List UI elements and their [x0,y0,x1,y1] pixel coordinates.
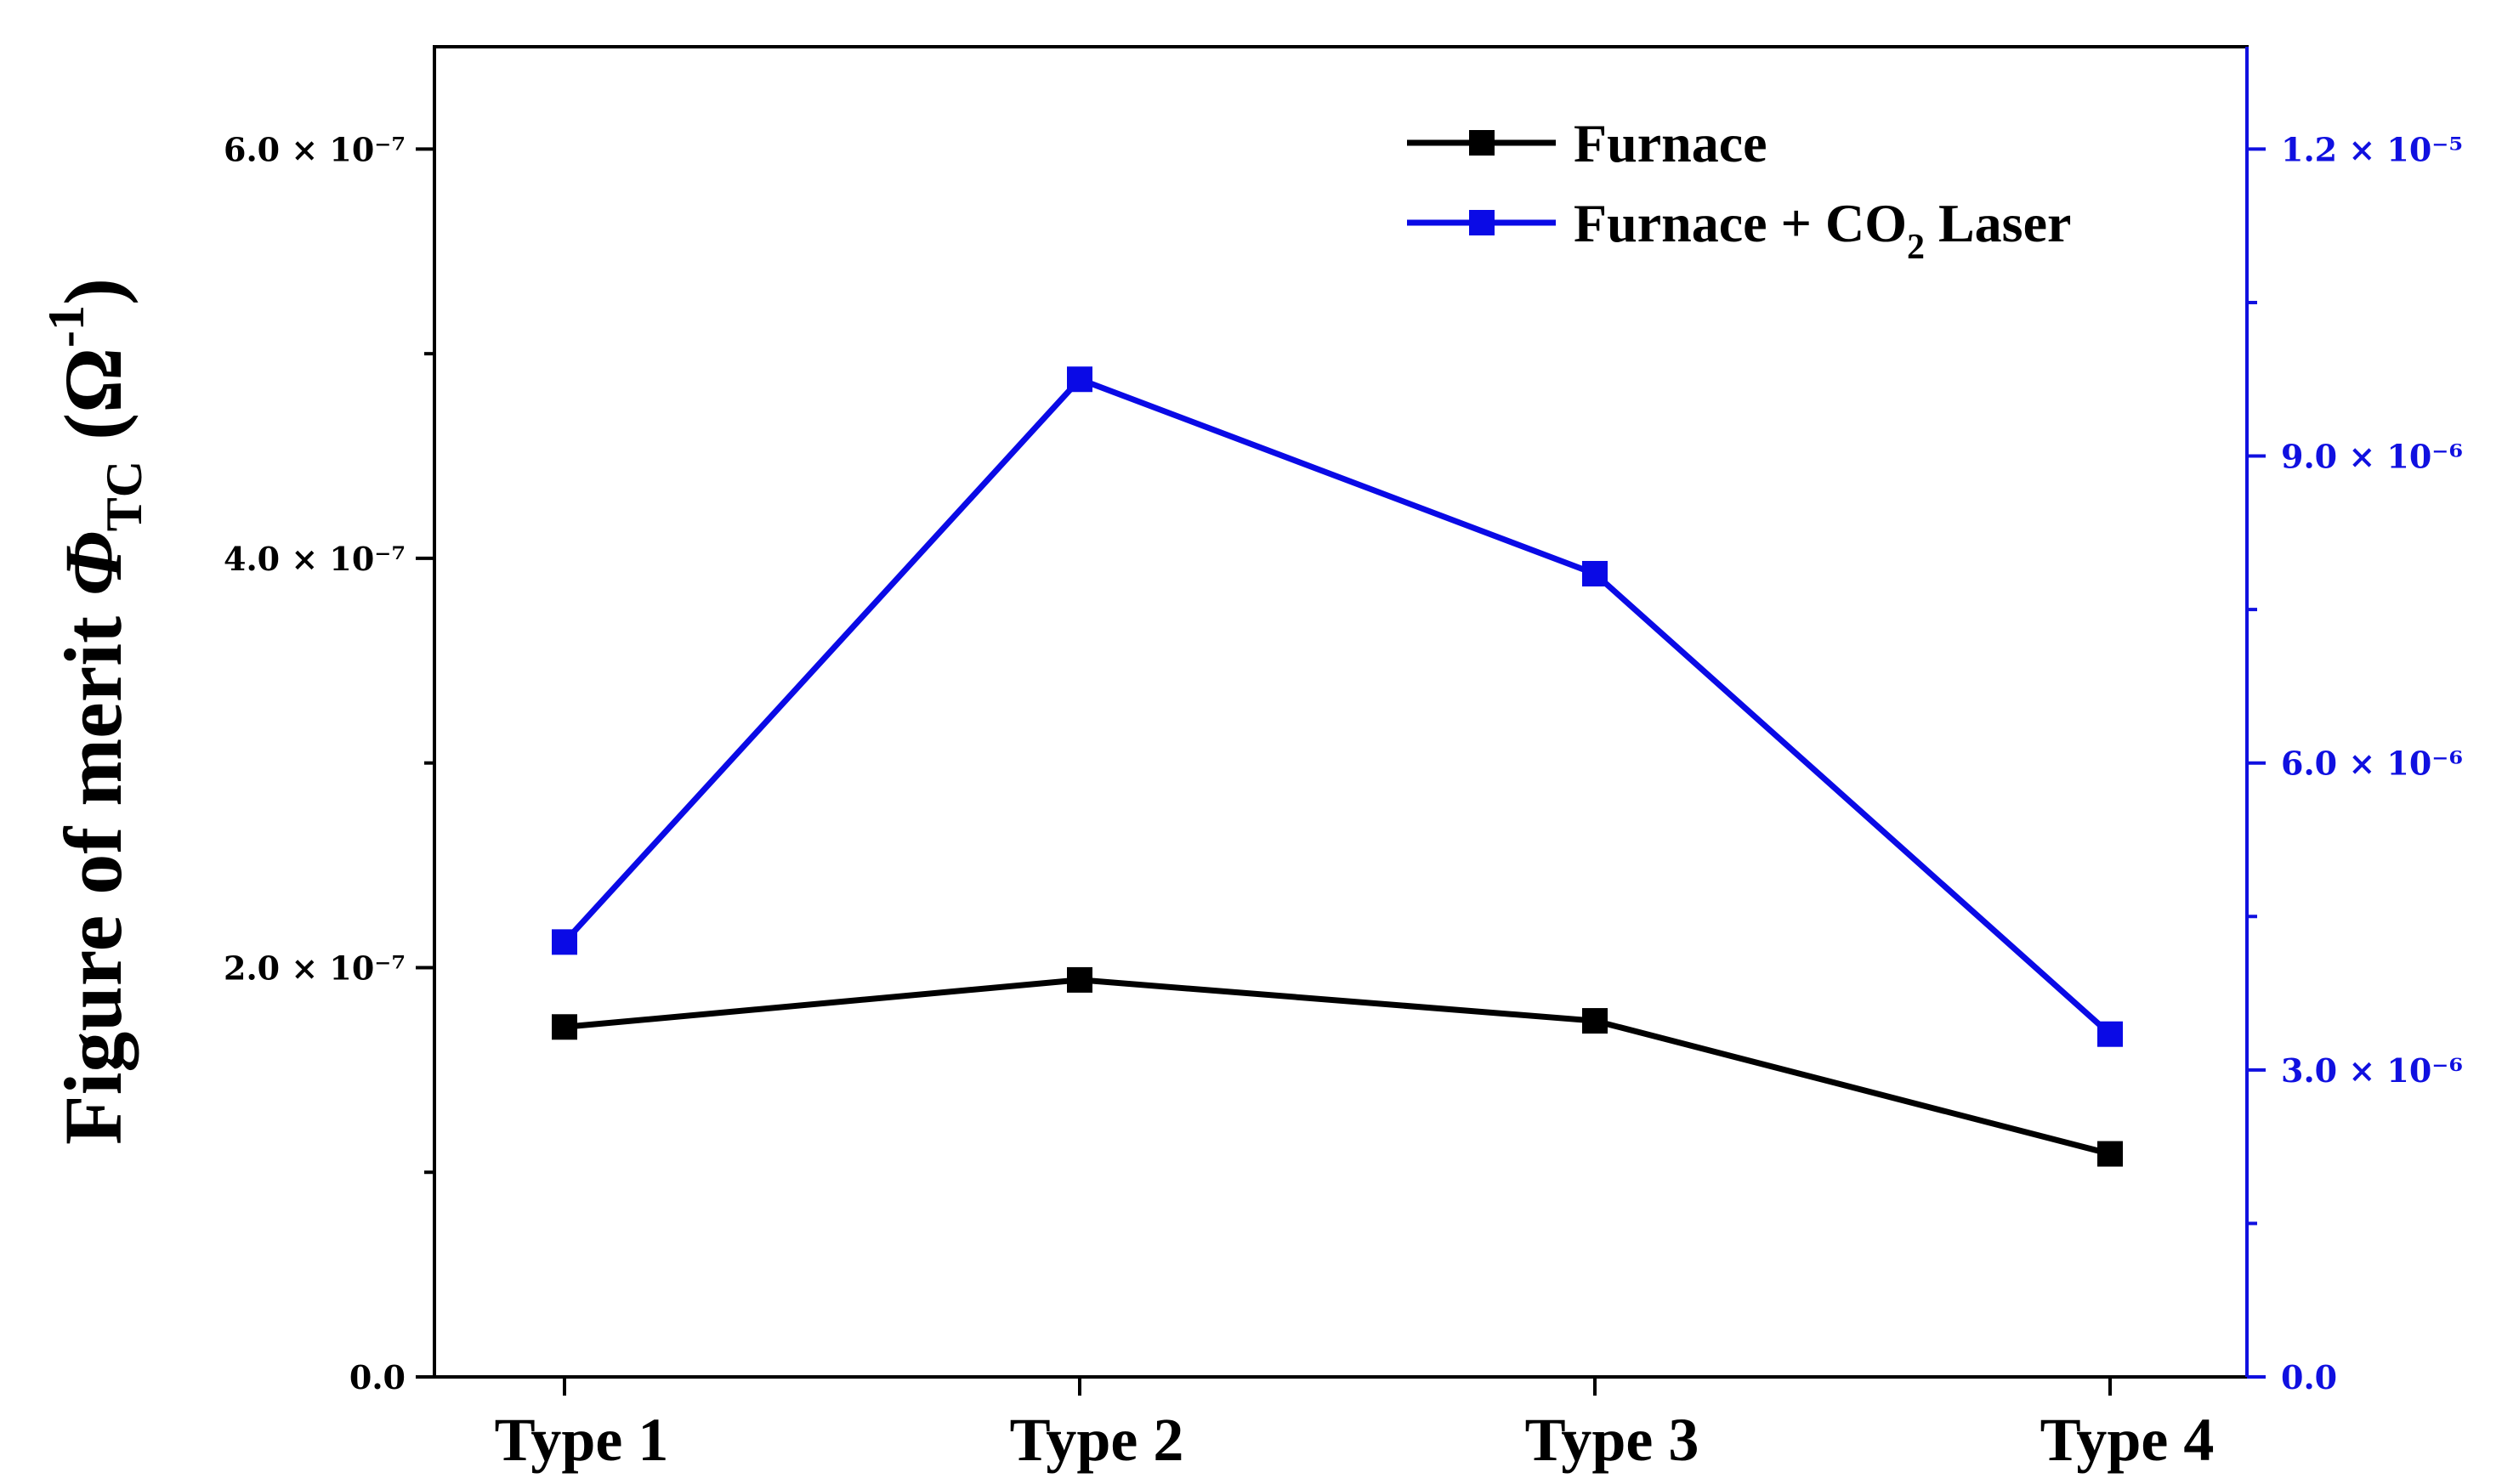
svg-text:Figure of merit ΦTC (Ω-1): Figure of merit ΦTC (Ω-1) [38,278,152,1145]
y-label-text: Figure of merit [48,596,139,1145]
series-0-point [552,1014,577,1040]
x-tick-label: Type 4 [2040,1406,2215,1474]
y-right-tick-label: 6.0 × 10⁻⁶ [2281,745,2463,783]
y-left-tick-label: 0.0 [349,1358,406,1396]
series-0-point [2097,1141,2123,1167]
legend-laser-subscript: 2 [1907,228,1925,267]
x-tick-label: Type 2 [1010,1406,1184,1474]
legend-laser-part-1: Furnace + CO [1574,193,1907,253]
legend-marker-laser [1469,210,1495,235]
y-left-tick-label: 6.0 × 10⁻⁷ [224,130,406,168]
series-1-point [1067,366,1092,393]
series-layer [552,366,2123,1167]
y-label-unit-open: (Ω [48,348,139,461]
y-right-tick-label: 0.0 [2281,1358,2337,1396]
legend-marker-furnace [1469,130,1495,156]
y-right-tick-label: 3.0 × 10⁻⁶ [2281,1051,2463,1090]
y-label-symbol: Φ [48,531,139,596]
series-0-point [1067,966,1092,993]
x-tick-label: Type 3 [1525,1406,1699,1474]
series-line-1 [562,376,2113,1037]
series-0-point [1582,1008,1608,1034]
y-left-tick-label: 4.0 × 10⁻⁷ [224,540,406,578]
y-label-unit-close: ) [48,278,139,305]
legend-laser-part-2: Laser [1925,193,2071,253]
legend-label-laser: Furnace + CO2 Laser [1574,193,2071,267]
y-axis-label: Figure of merit ΦTC (Ω-1) [38,278,152,1145]
axes-layer: 0.0 2.0 × 10⁻⁷ 4.0 × 10⁻⁷ 6.0 × 10⁻⁷ 0.0 3.0 … [224,130,2463,1474]
series-1-point [2097,1021,2123,1047]
legend: Furnace Furnace + CO2 Laser [1407,113,2071,267]
y-label-subscript: TC [96,461,152,531]
y-right-tick-label: 1.2 × 10⁻⁵ [2281,130,2463,168]
series-1-point [552,929,577,955]
y-left-tick-label: 2.0 × 10⁻⁷ [224,949,406,987]
series-1-point [1582,560,1608,586]
x-tick-label: Type 1 [495,1406,669,1474]
legend-label-furnace: Furnace [1574,113,1767,173]
series-line-0 [564,977,2111,1157]
y-right-tick-label: 9.0 × 10⁻⁶ [2281,438,2463,476]
y-label-unit-sup: -1 [38,305,94,348]
